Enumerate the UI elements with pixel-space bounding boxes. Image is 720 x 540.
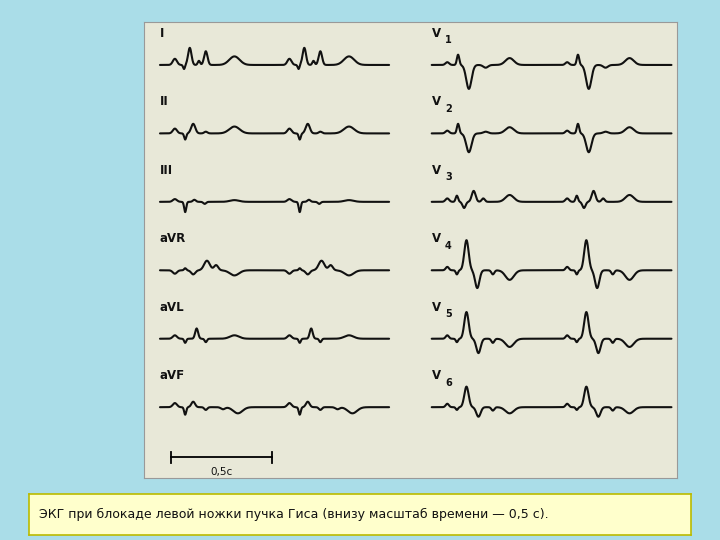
Text: 1: 1 <box>445 35 451 45</box>
Text: 2: 2 <box>445 104 451 114</box>
Text: aVL: aVL <box>160 301 184 314</box>
Text: 3: 3 <box>445 172 451 182</box>
Text: 5: 5 <box>445 309 451 319</box>
Text: 6: 6 <box>445 377 451 388</box>
Text: V: V <box>432 27 441 40</box>
Text: aVR: aVR <box>160 232 186 245</box>
Text: V: V <box>432 301 441 314</box>
Text: III: III <box>160 164 173 177</box>
Text: ЭКГ при блокаде левой ножки пучка Гиса (внизу масштаб времени — 0,5 с).: ЭКГ при блокаде левой ножки пучка Гиса (… <box>39 508 549 521</box>
Text: V: V <box>432 232 441 245</box>
Text: V: V <box>432 164 441 177</box>
Text: 0,5c: 0,5c <box>210 468 233 477</box>
Text: II: II <box>160 95 168 109</box>
Text: V: V <box>432 369 441 382</box>
Text: aVF: aVF <box>160 369 185 382</box>
Text: I: I <box>160 27 164 40</box>
Text: V: V <box>432 95 441 109</box>
Text: 4: 4 <box>445 241 451 251</box>
